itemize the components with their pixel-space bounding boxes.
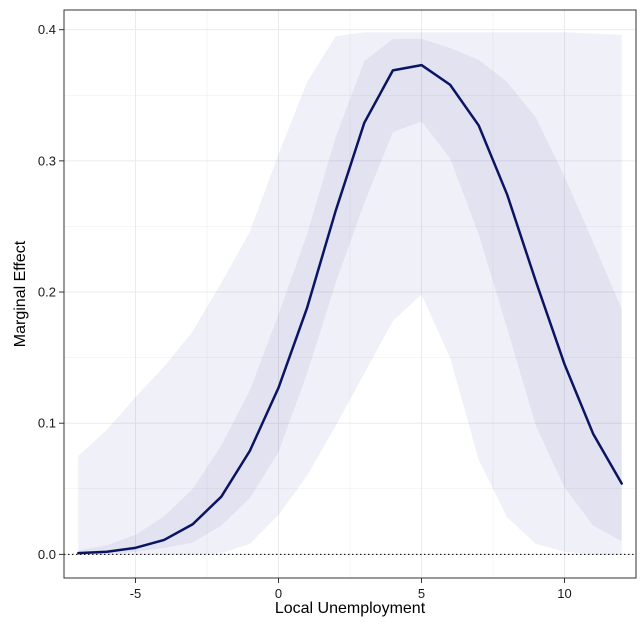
x-tick-label: -5 (130, 586, 142, 601)
y-tick-label: 0.0 (38, 547, 56, 562)
marginal-effect-series (77, 63, 623, 555)
series-line (77, 63, 623, 555)
y-tick-label: 0.3 (38, 153, 56, 168)
x-tick-label: 0 (275, 586, 282, 601)
confidence-band-inner (78, 38, 622, 555)
y-tick-label: 0.1 (38, 416, 56, 431)
y-tick-label: 0.4 (38, 22, 56, 37)
confidence-band-outer (78, 32, 622, 555)
y-axis-ticks: 0.0 0.1 0.2 0.3 0.4 (38, 22, 64, 562)
y-tick-label: 0.2 (38, 285, 56, 300)
confidence-bands (78, 32, 622, 555)
panel-border (63, 9, 637, 579)
x-axis-ticks: -5 0 5 10 (130, 578, 572, 601)
x-tick-label: 5 (418, 586, 425, 601)
x-tick-label: 10 (557, 586, 571, 601)
x-axis-title: Local Unemployment (275, 600, 426, 617)
grid-lines (64, 10, 636, 578)
y-axis-title: Marginal Effect (12, 240, 29, 347)
